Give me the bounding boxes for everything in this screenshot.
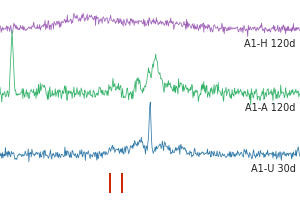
Text: A1-H 120d: A1-H 120d (244, 39, 296, 49)
Text: A1-A 120d: A1-A 120d (245, 103, 296, 113)
Text: A1-U 30d: A1-U 30d (250, 164, 296, 174)
